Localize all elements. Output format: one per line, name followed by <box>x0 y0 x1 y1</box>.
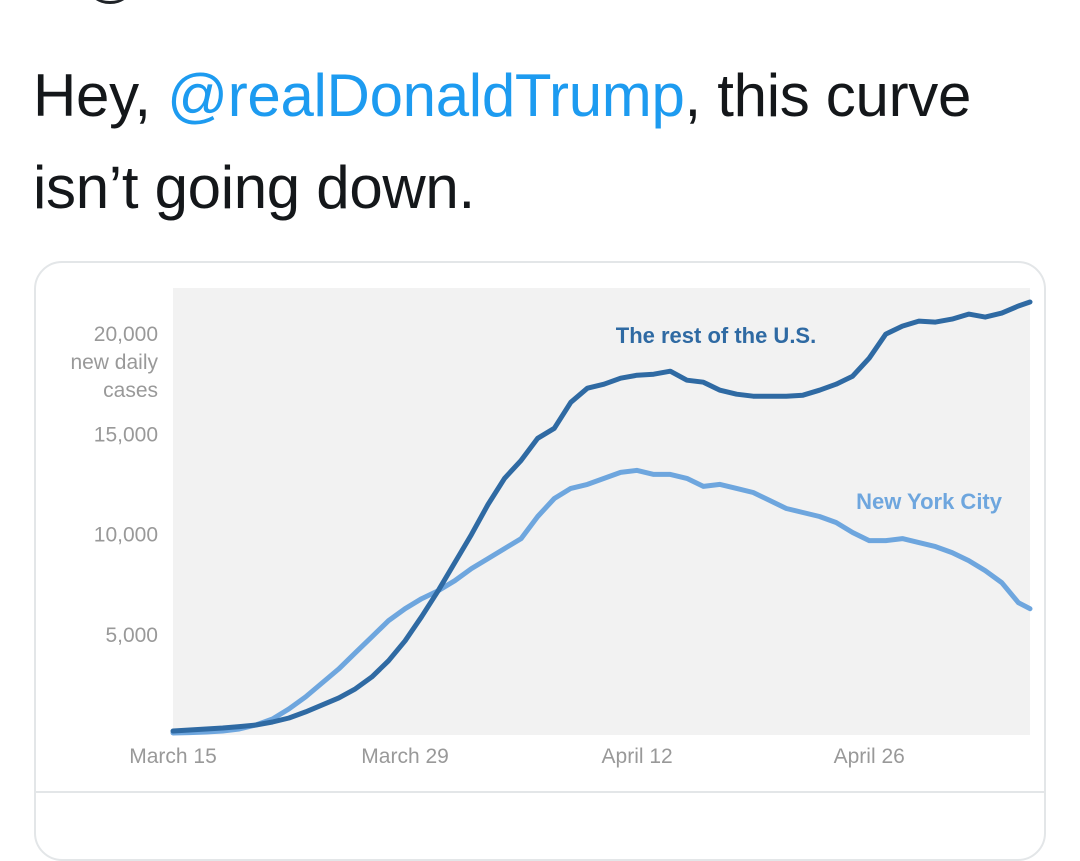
y-axis-label: new daily <box>70 351 158 374</box>
avatar[interactable] <box>88 0 132 4</box>
y-axis-label: cases <box>103 379 158 402</box>
annotation-rest-of-us: The rest of the U.S. <box>616 323 816 348</box>
series-line-rest-of-us <box>170 299 1033 734</box>
x-tick-label: March 15 <box>129 745 217 768</box>
x-tick-label: April 26 <box>834 745 905 768</box>
line-chart: 20,000 15,000 10,000 5,000 new daily cases Mar… <box>70 288 1033 768</box>
plot-background <box>173 288 1030 735</box>
y-tick-label: 20,000 <box>94 323 158 346</box>
x-tick-label: April 12 <box>602 745 673 768</box>
card-divider <box>36 791 1044 793</box>
tweet-text: Hey, @realDonaldTrump, this curve isn’t … <box>33 50 1053 234</box>
annotation-nyc: New York City <box>856 489 1003 514</box>
y-tick-label: 5,000 <box>105 624 158 647</box>
y-tick-label: 10,000 <box>94 524 158 547</box>
y-tick-label: 15,000 <box>94 423 158 446</box>
tweet-text-before: Hey, <box>33 62 168 129</box>
mention-link[interactable]: @realDonaldTrump <box>167 62 685 129</box>
x-tick-label: March 29 <box>361 745 449 768</box>
series-line-nyc <box>170 467 1033 736</box>
media-card[interactable]: 20,000 15,000 10,000 5,000 new daily cases Mar… <box>34 261 1046 861</box>
tweet-text-after: , this curve isn’t going down. <box>33 62 972 221</box>
